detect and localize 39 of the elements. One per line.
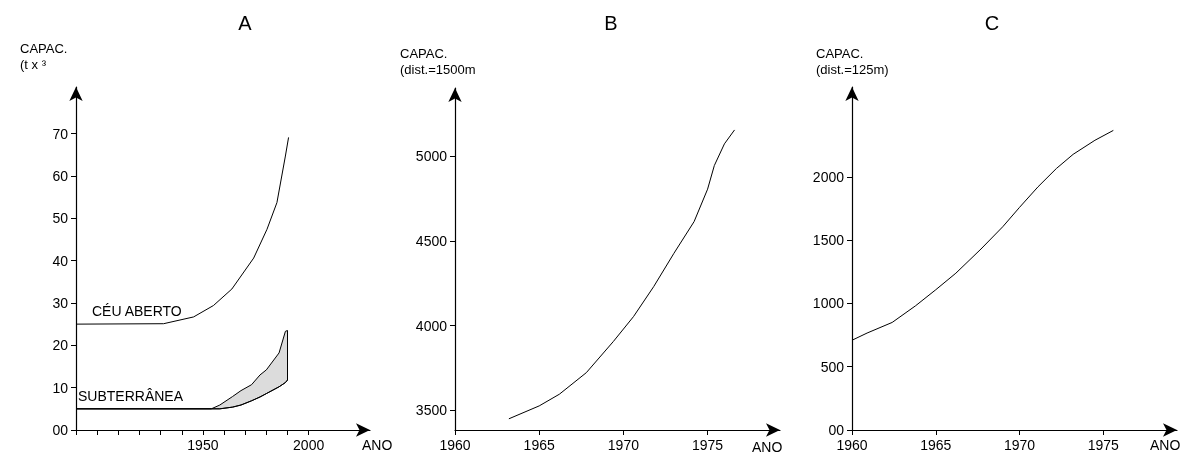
y-axis-title: CAPAC. (t x ³ bbox=[20, 40, 68, 72]
line-series bbox=[508, 129, 736, 420]
y-axis-title: CAPAC. (dist.=1500m bbox=[400, 45, 476, 77]
x-tick-label: 1965 bbox=[920, 437, 952, 453]
y-tick-label: 500 bbox=[820, 358, 845, 375]
y-tick-label: 60 bbox=[52, 167, 69, 184]
x-tick-label: 1960 bbox=[439, 437, 471, 453]
y-tick-label: 4500 bbox=[415, 232, 448, 249]
y-tick-label: 40 bbox=[52, 252, 69, 269]
x-axis-title: ANO bbox=[1150, 437, 1181, 453]
y-tick-label: 5000 bbox=[415, 147, 448, 164]
x-tick-label: 1965 bbox=[523, 437, 555, 453]
x-tick-label: 2000 bbox=[293, 437, 325, 453]
x-axis-title: ANO bbox=[362, 437, 393, 453]
chart-title: B bbox=[604, 12, 618, 34]
series-label: SUBTERRÂNEA bbox=[78, 387, 184, 404]
y-tick-label: 20 bbox=[52, 337, 69, 354]
y-tick-label: 10 bbox=[52, 379, 69, 396]
y-tick-label: 00 bbox=[52, 422, 69, 438]
y-tick-label: 50 bbox=[52, 210, 69, 227]
y-tick-label: 00 bbox=[828, 422, 845, 438]
x-axis-title: ANO bbox=[752, 439, 783, 455]
chart-title: A bbox=[238, 12, 253, 34]
x-tick-label: 1970 bbox=[1003, 437, 1036, 453]
y-tick-label: 1500 bbox=[812, 232, 845, 249]
y-tick-label: 2000 bbox=[812, 168, 845, 185]
y-axis-title: CAPAC. (dist.=125m) bbox=[816, 45, 889, 77]
y-tick-label: 70 bbox=[52, 125, 69, 142]
x-tick-label: 1950 bbox=[187, 437, 219, 453]
y-tick-label: 30 bbox=[52, 294, 69, 311]
chart-title: C bbox=[984, 12, 1000, 34]
y-tick-label: 4000 bbox=[415, 317, 448, 334]
x-tick-label: 1975 bbox=[692, 437, 724, 453]
x-tick-label: 1960 bbox=[836, 437, 868, 453]
y-tick-label: 3500 bbox=[415, 402, 448, 419]
x-tick-label: 1970 bbox=[607, 437, 640, 453]
y-tick-label: 1000 bbox=[812, 295, 845, 312]
series-label: CÉU ABERTO bbox=[92, 303, 182, 320]
x-tick-label: 1975 bbox=[1087, 437, 1120, 453]
